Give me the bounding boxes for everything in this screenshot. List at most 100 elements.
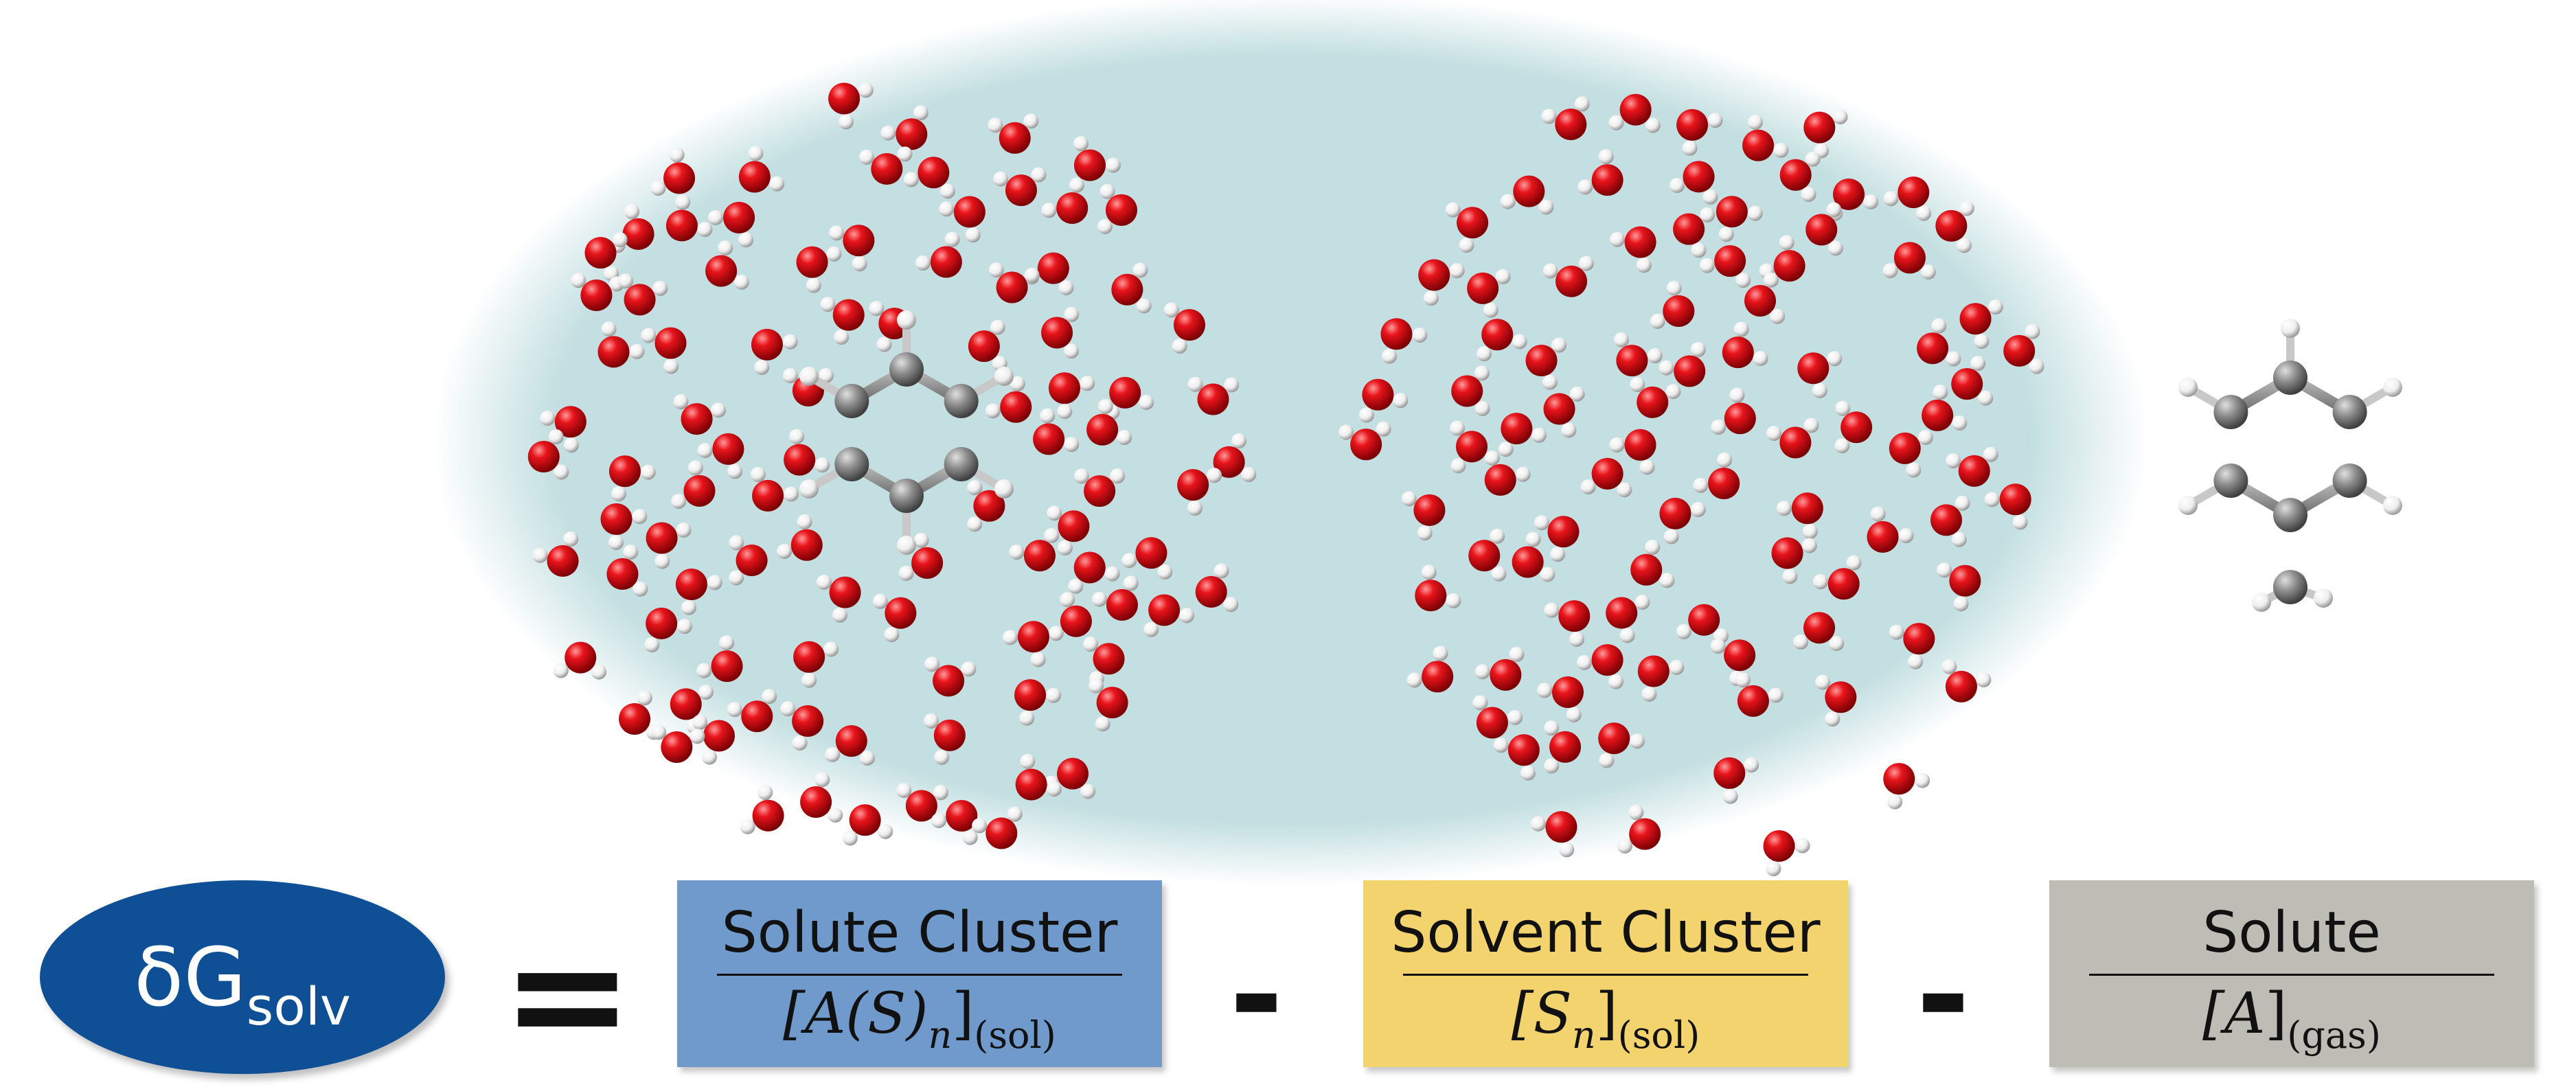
water-molecule-icon	[1834, 400, 1873, 454]
water-molecule-icon	[1418, 259, 1465, 306]
water-molecule-icon	[692, 714, 735, 765]
water-molecule-icon	[670, 684, 714, 734]
water-molecule-icon	[1889, 623, 1935, 670]
water-molecule-icon	[858, 146, 913, 185]
water-molecule-icon	[796, 246, 842, 293]
water-molecule-icon	[1474, 646, 1525, 691]
water-molecule-icon	[1941, 659, 1992, 702]
water-molecule-icon	[931, 799, 978, 845]
water-molecule-icon	[1525, 337, 1567, 390]
water-molecule-icon	[1073, 136, 1121, 181]
water-molecule-icon	[650, 147, 696, 196]
water-molecule-icon	[1415, 564, 1461, 612]
water-molecule-icon	[1477, 319, 1527, 362]
water-molecule-icon	[1047, 505, 1090, 556]
water-molecule-icon	[1711, 387, 1756, 435]
water-molecule-icon	[1722, 321, 1768, 369]
water-molecule-icon	[673, 394, 727, 435]
water-molecule-icon	[1358, 378, 1409, 423]
water-molecule-icon	[1498, 413, 1547, 457]
water-molecule-icon	[1468, 528, 1507, 582]
water-molecule-icon	[1014, 679, 1062, 726]
water-molecule-icon	[1803, 109, 1848, 159]
water-molecule-icon	[825, 725, 875, 766]
water-molecule-icon	[1338, 421, 1391, 461]
solvation-free-energy-term: δGsolv	[40, 880, 445, 1074]
water-molecule-icon	[597, 321, 645, 368]
water-molecule-icon	[1676, 604, 1729, 644]
water-molecule-icon	[784, 428, 830, 476]
water-molecule-icon	[2003, 323, 2044, 374]
water-molecule-icon	[1771, 537, 1817, 584]
water-molecule-icon	[1637, 655, 1685, 702]
water-molecule-icon	[1669, 161, 1718, 205]
water-molecule-icon	[1889, 430, 1933, 478]
water-molecule-icon	[1922, 385, 1968, 431]
water-molecule-icon	[1759, 235, 1805, 282]
water-molecule-icon	[751, 328, 798, 376]
water-molecule-icon	[1073, 468, 1126, 507]
water-molecule-icon	[1445, 202, 1489, 253]
water-molecule-icon	[1091, 575, 1139, 621]
water-molecule-icon	[1883, 763, 1930, 810]
water-molecule-icon	[671, 460, 716, 510]
fraction-rule	[717, 974, 1122, 976]
term-title: Solvent Cluster	[1391, 900, 1821, 965]
equals-sign: =	[501, 904, 634, 1087]
water-molecule-icon	[1930, 495, 1970, 547]
water-molecule-icon	[985, 376, 1032, 423]
water-molecule-icon	[1143, 594, 1195, 637]
water-molecule-icon	[1097, 183, 1137, 235]
water-molecule-icon	[1883, 176, 1932, 221]
water-molecule-icon	[1776, 492, 1823, 539]
water-molecule-icon	[1500, 175, 1554, 215]
water-molecule-icon	[665, 194, 713, 242]
water-molecule-icon	[1041, 177, 1088, 224]
water-molecule-icon	[527, 429, 569, 480]
water-molecule-icon	[727, 689, 777, 733]
water-molecule-icon	[1763, 830, 1810, 877]
minus-sign: -	[1916, 919, 1970, 1071]
water-molecule-icon	[1608, 93, 1661, 133]
water-molecule-icon	[1544, 720, 1582, 774]
water-molecule-icon	[993, 167, 1047, 207]
water-molecule-icon	[1959, 299, 2003, 350]
water-molecule-icon	[1606, 594, 1650, 643]
solute-cluster-waters	[527, 82, 1257, 849]
water-molecule-icon	[1449, 420, 1488, 474]
water-molecule-icon	[600, 503, 648, 550]
water-molecule-icon	[777, 514, 823, 561]
water-molecule-icon	[1484, 450, 1531, 496]
water-molecule-icon	[898, 532, 944, 581]
term-formula: [A](gas)	[2202, 981, 2381, 1057]
term-title: Solute	[2202, 900, 2381, 965]
water-molecule-icon	[675, 568, 722, 615]
water-molecule-icon	[1766, 417, 1819, 459]
water-molecule-icon	[740, 784, 784, 834]
water-molecule-icon	[1534, 515, 1580, 562]
water-molecule-icon	[729, 535, 768, 586]
water-molecule-icon	[1088, 678, 1128, 732]
water-molecule-icon	[988, 262, 1040, 304]
water-molecule-icon	[1613, 332, 1663, 377]
water-molecule-icon	[697, 433, 744, 479]
water-molecule-icon	[1693, 452, 1740, 499]
water-molecule-icon	[1537, 676, 1584, 722]
water-molecule-icon	[1544, 600, 1591, 647]
water-molecule-icon	[1935, 201, 1974, 253]
water-molecule-icon	[1121, 537, 1173, 580]
water-molecule-icon	[968, 319, 1007, 371]
water-molecule-icon	[738, 146, 785, 193]
delta-g-solv-label: δGsolv	[134, 930, 351, 1037]
water-molecule-icon	[1048, 592, 1092, 641]
water-molecule-icon	[828, 82, 874, 130]
water-molecule-icon	[1493, 734, 1540, 781]
water-molecule-icon	[1630, 376, 1681, 418]
water-molecule-icon	[1779, 151, 1821, 203]
water-molecule-icon	[1699, 245, 1751, 288]
water-molecule-icon	[1805, 202, 1843, 256]
water-molecule-icon	[1002, 621, 1049, 667]
toluene-molecule-icon	[2178, 319, 2402, 612]
water-molecule-icon	[1659, 341, 1706, 387]
